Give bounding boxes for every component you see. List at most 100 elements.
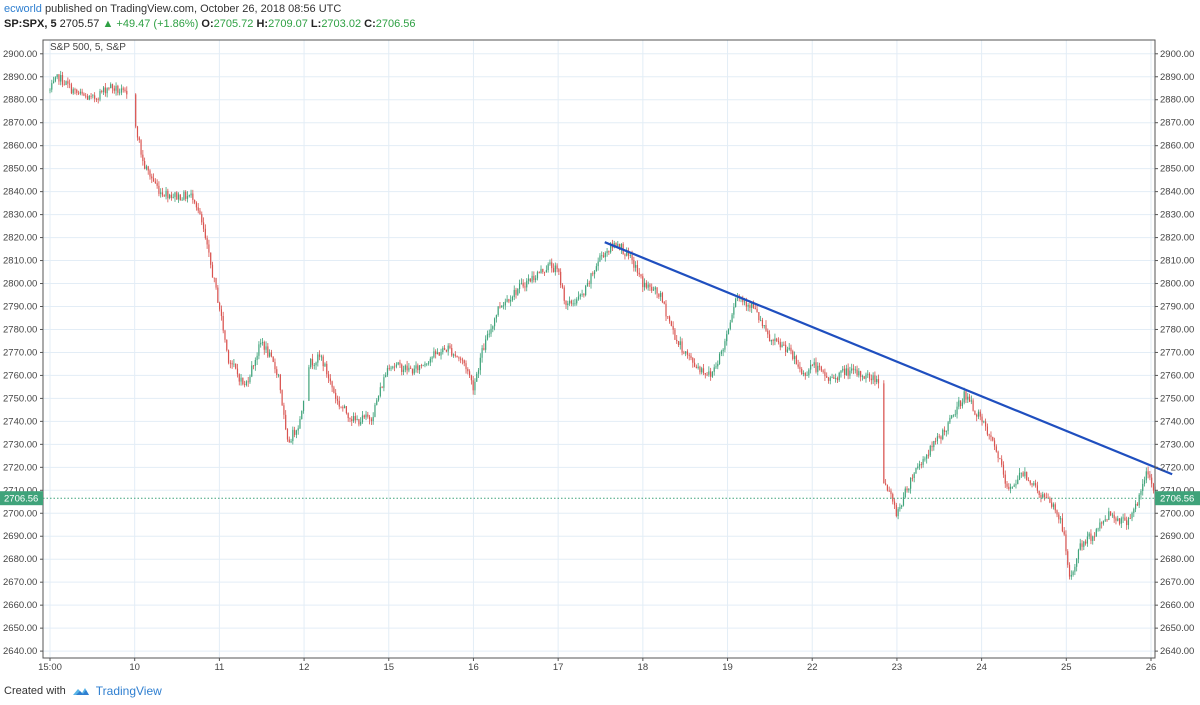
trendline-layer[interactable] [604,241,1173,476]
high-value: 2709.07 [268,18,308,30]
candle-body [568,300,571,304]
candle-body [1008,486,1010,489]
candle-body [160,192,162,194]
candle-body [74,89,76,91]
candle-body [583,294,585,296]
candle-body [1134,503,1137,510]
candle-body [952,414,955,416]
trendline[interactable] [604,241,1173,476]
candle-body [415,365,417,369]
candle-body [404,365,406,370]
y-tick-label-left: 2710.00 [3,485,37,496]
candle-body [335,392,337,399]
candle-body [233,363,235,365]
x-tick-label: 17 [553,662,564,673]
created-with-label: Created with [4,685,66,697]
candle-body [958,400,960,407]
candle-body [77,92,80,94]
candle-body [163,195,165,197]
candle-body [222,315,224,331]
candle-body [593,271,596,275]
candle-body [877,379,880,384]
candle-body [886,484,889,491]
candle-body [76,89,78,93]
candle-body [261,342,264,344]
candle-body [1002,464,1005,475]
candle-body [981,416,983,422]
candle-body [217,287,219,303]
last-price-text-left: 2706.56 [4,494,38,505]
close-label: C: [364,18,376,30]
y-tick-label-left: 2660.00 [3,600,37,611]
author-link[interactable]: ecworld [4,3,42,15]
y-tick-label-left: 2790.00 [3,301,37,312]
candle-body [779,342,781,348]
candle-body [629,255,631,256]
candle-body [477,370,480,374]
candle-body [86,96,89,100]
candle-body [1011,486,1013,488]
candle-body [111,84,114,89]
candle-body [329,378,331,382]
candle-body [852,368,855,370]
candle-body [1083,541,1085,547]
y-tick-label-left: 2830.00 [3,210,37,221]
candle-body [1015,484,1017,486]
candle-body [501,305,503,308]
chart-frame [42,39,1156,659]
candle-body [394,366,396,368]
candle-body [483,348,485,350]
candle-body [1035,483,1037,486]
candle-body [874,375,876,383]
y-tick-label-right: 2760.00 [1160,370,1194,381]
candle-body [713,367,715,372]
candle-body [445,349,447,352]
x-tick-label: 16 [468,662,479,673]
candle-body [986,426,988,435]
tradingview-brand-link[interactable]: TradingView [95,684,162,698]
candle-body [144,161,146,169]
candle-body [70,84,73,94]
candle-body [927,454,930,456]
candle-body [838,372,840,381]
candle-body [181,199,183,201]
candle-body [868,373,871,379]
candle-body [615,243,617,247]
candle-body [194,200,196,203]
candle-body [274,361,276,370]
candle-body [551,262,553,269]
candle-body [376,400,378,405]
candle-body [251,365,253,377]
candle-body [113,88,115,91]
candle-body [361,415,364,422]
candle-body [1043,494,1046,497]
candle-body [761,320,764,327]
candle-body [540,268,542,274]
candle-body [356,419,358,421]
candle-body [72,89,74,94]
candle-body [370,419,372,422]
candle-body [949,417,951,423]
candle-body [179,194,181,201]
candle-body [386,368,389,376]
candle-body [811,364,814,366]
candle-body [742,297,744,302]
candle-body [749,305,751,308]
candle-body [183,191,185,200]
candle-body [631,255,633,261]
candle-body [542,268,544,272]
candle-body [324,363,326,367]
y-tick-label-right: 2830.00 [1160,210,1194,221]
candle-body [892,494,894,502]
candle-body [876,379,878,383]
candle-body [893,501,896,506]
candle-body [1113,514,1115,519]
candle-body [765,325,767,331]
candle-body [963,391,965,403]
candle-body [83,93,85,96]
candle-body [608,251,610,253]
candle-body [119,92,121,94]
candle-body [340,406,342,408]
candle-body [960,400,962,407]
